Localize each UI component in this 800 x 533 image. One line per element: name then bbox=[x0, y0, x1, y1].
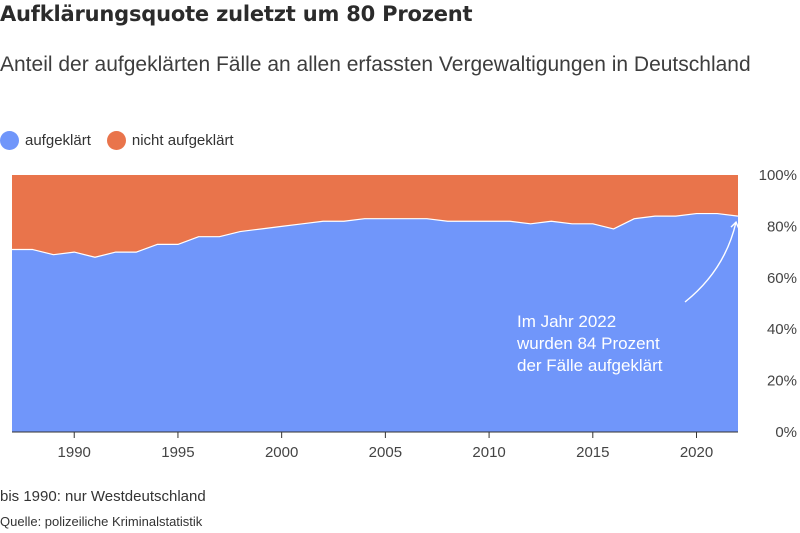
annotation-text-line: Im Jahr 2022 bbox=[517, 312, 616, 331]
y-axis: 0% 20% 40% 60% 80% 100% bbox=[759, 167, 797, 441]
y-tick-label-60: 60% bbox=[767, 270, 797, 287]
x-tick-label-2015: 2015 bbox=[576, 444, 609, 461]
legend-label-nicht-aufgeklaert: nicht aufgeklärt bbox=[131, 132, 234, 149]
legend-item-aufgeklaert: aufgeklärt bbox=[0, 131, 91, 150]
y-tick-label-80: 80% bbox=[767, 218, 797, 235]
x-axis: 1990 1995 2000 2005 2010 2015 2020 bbox=[12, 431, 738, 461]
chart-areas bbox=[12, 175, 739, 432]
annotation-text-line: der Fälle aufgeklärt bbox=[517, 356, 663, 375]
y-tick-label-0: 0% bbox=[775, 424, 797, 441]
annotation-text-line: wurden 84 Prozent bbox=[516, 334, 660, 353]
y-tick-label-100: 100% bbox=[759, 167, 797, 184]
legend-swatch-nicht-aufgeklaert bbox=[106, 131, 126, 150]
area-nicht-aufgeklaert bbox=[12, 175, 738, 258]
legend-swatch-aufgeklaert bbox=[0, 131, 19, 150]
chart-title: Aufklärungsquote zuletzt um 80 Prozent bbox=[0, 2, 473, 26]
x-tick-label-2000: 2000 bbox=[265, 444, 298, 461]
legend: aufgeklärt nicht aufgeklärt bbox=[0, 131, 250, 150]
annotation-arrowhead bbox=[730, 220, 740, 230]
x-tick-label-2020: 2020 bbox=[680, 444, 713, 461]
area-aufgeklaert bbox=[12, 213, 738, 432]
x-tick-label-2010: 2010 bbox=[472, 444, 505, 461]
x-tick-label-1995: 1995 bbox=[161, 444, 194, 461]
x-tick-label-2005: 2005 bbox=[369, 444, 402, 461]
annotation: Im Jahr 2022 wurden 84 Prozent der Fälle a… bbox=[516, 220, 740, 375]
legend-item-nicht-aufgeklaert: nicht aufgeklärt bbox=[106, 131, 234, 150]
footnote: bis 1990: nur Westdeutschland bbox=[0, 488, 206, 505]
x-tick-label-1990: 1990 bbox=[58, 444, 91, 461]
annotation-arrow bbox=[684, 221, 737, 303]
source-note: Quelle: polizeiliche Kriminalstatistik bbox=[0, 514, 203, 529]
series-boundary-line bbox=[12, 212, 739, 258]
chart-subtitle: Anteil der aufgeklärten Fälle an allen e… bbox=[0, 53, 751, 76]
y-tick-label-40: 40% bbox=[767, 321, 797, 338]
y-tick-label-20: 20% bbox=[767, 373, 797, 390]
legend-label-aufgeklaert: aufgeklärt bbox=[25, 132, 91, 149]
